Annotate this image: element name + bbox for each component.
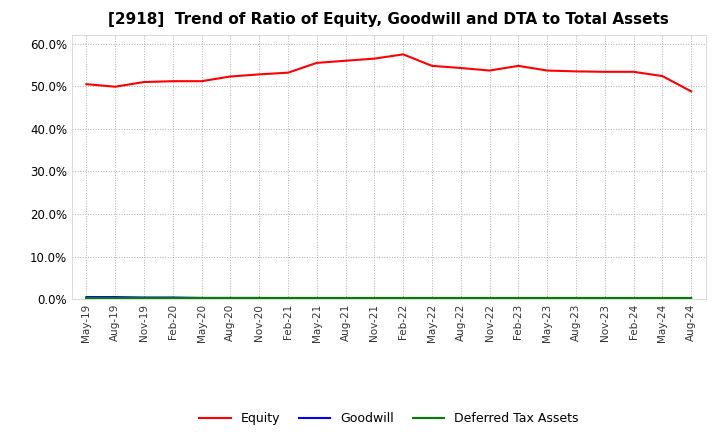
- Legend: Equity, Goodwill, Deferred Tax Assets: Equity, Goodwill, Deferred Tax Assets: [194, 407, 583, 430]
- Deferred Tax Assets: [341, 295, 350, 301]
- Deferred Tax Assets: [370, 295, 379, 301]
- Equity: [600, 69, 609, 74]
- Equity: [226, 74, 235, 79]
- Deferred Tax Assets: [485, 295, 494, 301]
- Equity: [255, 72, 264, 77]
- Goodwill: [370, 296, 379, 301]
- Goodwill: [658, 296, 667, 301]
- Deferred Tax Assets: [514, 295, 523, 301]
- Equity: [312, 60, 321, 66]
- Goodwill: [428, 296, 436, 301]
- Goodwill: [600, 296, 609, 301]
- Goodwill: [82, 294, 91, 300]
- Deferred Tax Assets: [140, 295, 148, 301]
- Equity: [82, 81, 91, 87]
- Title: [2918]  Trend of Ratio of Equity, Goodwill and DTA to Total Assets: [2918] Trend of Ratio of Equity, Goodwil…: [109, 12, 669, 27]
- Equity: [428, 63, 436, 69]
- Deferred Tax Assets: [197, 295, 206, 301]
- Goodwill: [543, 296, 552, 301]
- Equity: [514, 63, 523, 69]
- Goodwill: [687, 296, 696, 301]
- Line: Equity: Equity: [86, 55, 691, 92]
- Equity: [284, 70, 292, 75]
- Goodwill: [255, 295, 264, 301]
- Deferred Tax Assets: [687, 295, 696, 301]
- Line: Goodwill: Goodwill: [86, 297, 691, 299]
- Deferred Tax Assets: [255, 295, 264, 301]
- Goodwill: [226, 295, 235, 301]
- Equity: [111, 84, 120, 89]
- Deferred Tax Assets: [284, 295, 292, 301]
- Deferred Tax Assets: [82, 295, 91, 301]
- Equity: [543, 68, 552, 73]
- Equity: [399, 52, 408, 57]
- Equity: [485, 68, 494, 73]
- Goodwill: [197, 295, 206, 301]
- Deferred Tax Assets: [399, 295, 408, 301]
- Deferred Tax Assets: [168, 295, 177, 301]
- Goodwill: [111, 294, 120, 300]
- Goodwill: [341, 296, 350, 301]
- Deferred Tax Assets: [572, 295, 580, 301]
- Goodwill: [485, 296, 494, 301]
- Equity: [629, 69, 638, 74]
- Deferred Tax Assets: [226, 295, 235, 301]
- Deferred Tax Assets: [111, 295, 120, 301]
- Equity: [168, 79, 177, 84]
- Equity: [370, 56, 379, 61]
- Goodwill: [168, 295, 177, 300]
- Deferred Tax Assets: [543, 295, 552, 301]
- Deferred Tax Assets: [428, 295, 436, 301]
- Deferred Tax Assets: [658, 295, 667, 301]
- Goodwill: [399, 296, 408, 301]
- Equity: [341, 58, 350, 63]
- Goodwill: [572, 296, 580, 301]
- Deferred Tax Assets: [629, 295, 638, 301]
- Deferred Tax Assets: [600, 295, 609, 301]
- Equity: [687, 89, 696, 94]
- Equity: [658, 73, 667, 79]
- Goodwill: [514, 296, 523, 301]
- Goodwill: [312, 296, 321, 301]
- Equity: [456, 66, 465, 71]
- Equity: [140, 79, 148, 84]
- Goodwill: [629, 296, 638, 301]
- Deferred Tax Assets: [312, 295, 321, 301]
- Equity: [572, 69, 580, 74]
- Equity: [197, 79, 206, 84]
- Deferred Tax Assets: [456, 295, 465, 301]
- Goodwill: [284, 296, 292, 301]
- Goodwill: [456, 296, 465, 301]
- Goodwill: [140, 295, 148, 300]
